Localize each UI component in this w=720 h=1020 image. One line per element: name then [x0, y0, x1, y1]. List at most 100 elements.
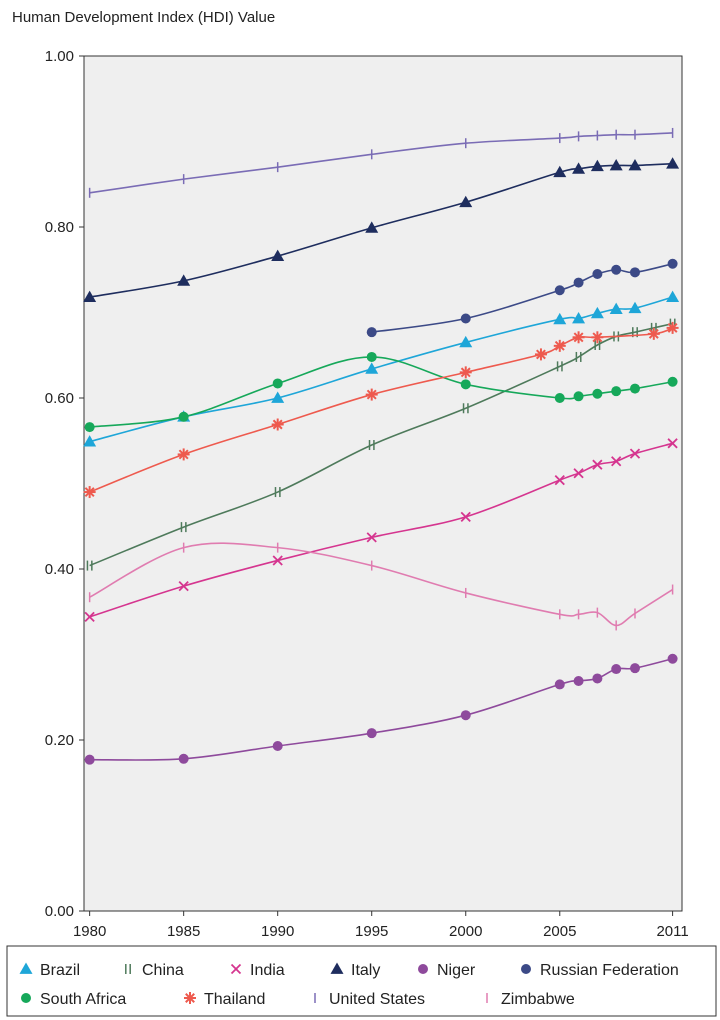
data-point-brazil: [459, 335, 473, 348]
legend-marker-south-africa: [21, 993, 31, 1003]
legend-item-russian-federation: Russian Federation: [521, 962, 679, 979]
y-tick-label: 0.60: [45, 390, 74, 407]
legend-marker-russian-federation: [521, 964, 531, 974]
data-point-thailand: [591, 331, 604, 344]
data-point-russian-federation: [611, 264, 622, 275]
legend-item-india: India: [230, 962, 285, 979]
data-point-niger: [84, 754, 95, 765]
data-point-china: [368, 440, 375, 451]
data-point-south-africa: [178, 411, 189, 422]
data-point-brazil: [271, 391, 285, 403]
data-point-brazil: [590, 306, 604, 319]
data-point-india: [272, 555, 283, 566]
legend-label-china: China: [142, 962, 184, 979]
legend-box: [6, 945, 717, 1017]
y-tick-label: 0.80: [45, 219, 74, 236]
legend-marker-china: [125, 964, 131, 974]
series-russian-federation: [366, 258, 678, 338]
legend-item-china: China: [125, 962, 184, 979]
data-point-italy: [666, 157, 680, 169]
data-point-thailand: [459, 366, 472, 379]
legend-label-russian-federation: Russian Federation: [540, 962, 679, 979]
series-niger: [84, 653, 678, 765]
data-point-niger: [611, 664, 622, 675]
legend-item-niger: Niger: [418, 962, 476, 979]
legend: Brazil China India Italy Niger Russian Federa…: [6, 945, 717, 1017]
data-point-brazil: [666, 290, 680, 302]
data-point-thailand: [177, 448, 190, 461]
data-point-brazil: [628, 301, 642, 314]
legend-marker-brazil: [19, 962, 33, 974]
data-point-south-africa: [592, 388, 603, 399]
data-point-brazil: [83, 435, 97, 447]
data-point-italy: [572, 162, 586, 174]
legend-label-zimbabwe: Zimbabwe: [501, 991, 575, 1008]
data-point-thailand: [83, 486, 96, 499]
data-point-niger: [554, 679, 565, 690]
data-point-russian-federation: [573, 277, 584, 288]
legend-label-brazil: Brazil: [40, 962, 80, 979]
legend-item-italy: Italy: [330, 962, 380, 979]
data-point-south-africa: [667, 376, 678, 387]
series-italy: [83, 157, 680, 302]
data-point-russian-federation: [667, 258, 678, 269]
data-point-india: [460, 511, 471, 522]
series-line-united-states: [89, 132, 673, 194]
data-point-niger: [178, 753, 189, 764]
data-point-india: [178, 580, 189, 592]
data-point-china: [86, 560, 93, 571]
data-point-china: [180, 522, 187, 533]
data-point-russian-federation: [629, 267, 640, 278]
data-point-india: [554, 474, 565, 486]
data-point-italy: [83, 290, 97, 302]
data-point-india: [366, 532, 377, 543]
data-point-italy: [365, 221, 379, 233]
data-point-india: [84, 611, 95, 623]
data-point-brazil: [365, 362, 379, 374]
legend-item-south-africa: South Africa: [21, 991, 126, 1008]
legend-label-south-africa: South Africa: [40, 991, 126, 1008]
data-point-thailand: [647, 327, 660, 340]
series-india: [84, 438, 678, 623]
data-point-south-africa: [611, 386, 622, 397]
legend-marker-thailand: [184, 992, 196, 1004]
data-point-china: [594, 339, 601, 350]
series-united-states: [88, 127, 674, 198]
data-point-china: [575, 351, 582, 362]
data-point-brazil: [553, 312, 567, 325]
data-point-south-africa: [573, 391, 584, 402]
data-point-niger: [667, 653, 678, 664]
series-line-zimbabwe: [89, 542, 674, 627]
data-point-south-africa: [460, 379, 471, 390]
data-point-russian-federation: [592, 269, 603, 280]
data-point-italy: [271, 249, 285, 261]
series-thailand: [83, 321, 679, 499]
x-tick-label: 1985: [167, 923, 200, 940]
x-tick-label: 2005: [543, 923, 576, 940]
data-point-india: [573, 468, 584, 479]
data-point-italy: [459, 195, 473, 208]
legend-label-thailand: Thailand: [204, 991, 265, 1008]
data-point-thailand: [666, 321, 679, 334]
data-point-china: [462, 403, 469, 414]
data-point-brazil: [572, 311, 586, 324]
data-point-italy: [590, 159, 604, 172]
data-point-niger: [573, 676, 584, 687]
data-point-niger: [460, 710, 471, 721]
x-tick-label: 1980: [73, 923, 106, 940]
data-point-india: [592, 459, 603, 470]
legend-label-italy: Italy: [351, 962, 380, 979]
data-point-india: [667, 438, 678, 449]
legend-item-thailand: Thailand: [184, 991, 265, 1008]
legend-label-india: India: [250, 962, 285, 979]
data-point-niger: [629, 663, 640, 674]
x-tick-label: 1995: [355, 923, 388, 940]
data-point-south-africa: [272, 378, 283, 389]
data-point-south-africa: [84, 422, 95, 433]
data-point-russian-federation: [554, 285, 565, 296]
data-point-italy: [609, 158, 623, 171]
data-point-russian-federation: [366, 327, 377, 338]
data-point-niger: [272, 740, 283, 751]
x-tick-label: 2011: [656, 923, 688, 940]
